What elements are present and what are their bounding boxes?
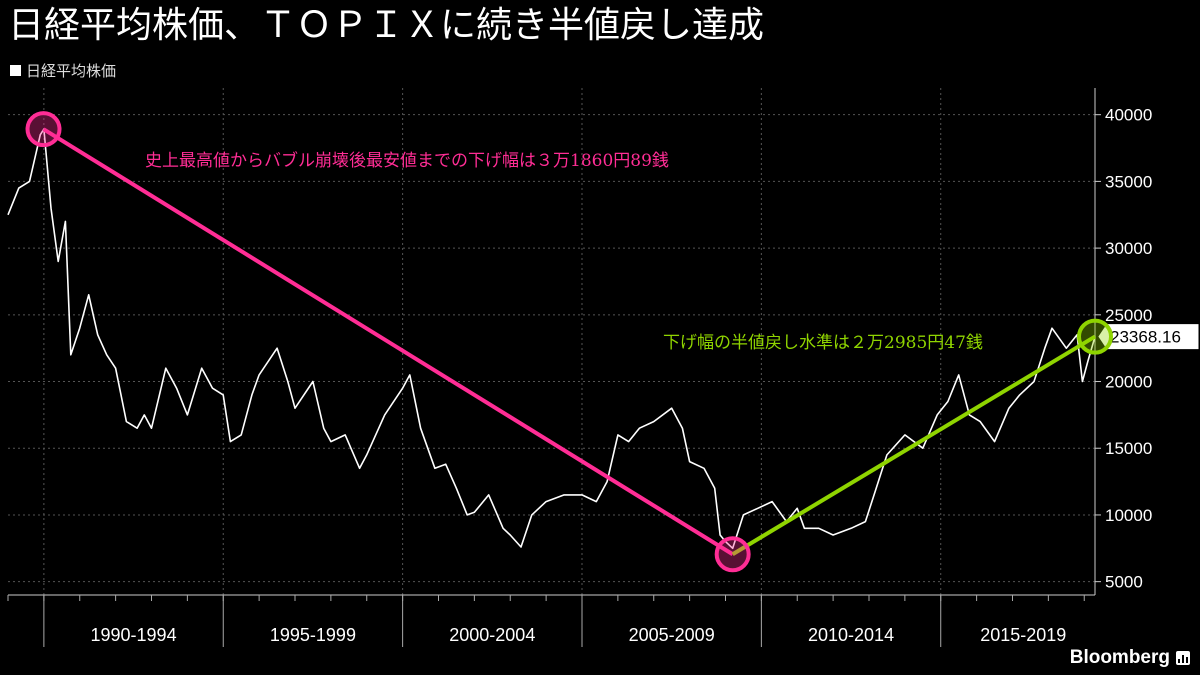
rebound-annotation: 下げ幅の半値戻し水準は２万2985円47銭	[663, 333, 983, 353]
y-tick-label: 15000	[1105, 439, 1152, 458]
half-retracement-marker	[1077, 318, 1113, 355]
grid	[8, 88, 1095, 595]
decline-trendline	[42, 127, 734, 556]
x-period-label: 1990-1994	[91, 625, 177, 645]
y-tick-label: 40000	[1105, 106, 1152, 125]
series-line-nikkei	[7, 128, 1096, 550]
decline-annotation: 史上最高値からバブル崩壊後最安値までの下げ幅は３万1860円89銭	[145, 150, 669, 171]
x-period-label: 2015-2019	[980, 625, 1066, 645]
y-axis: 5000 10000 15000 20000 25000 30000 35000 40000 2…	[1094, 88, 1199, 595]
x-axis: 1990-1994 1995-1999 2000-2004 2005-2009 2010…	[7, 594, 1095, 647]
y-tick-label: 20000	[1105, 373, 1152, 392]
x-period-label: 1995-1999	[270, 625, 356, 645]
y-tick-label: 35000	[1105, 172, 1152, 191]
rebound-trendline	[731, 334, 1097, 556]
markers	[25, 111, 1113, 573]
legend: 日経平均株価	[10, 60, 116, 81]
last-value-label: 23368.16	[1110, 328, 1181, 347]
series-lines	[7, 127, 1097, 556]
bloomberg-terminal-icon	[1176, 651, 1190, 665]
x-period-label: 2010-2014	[808, 625, 894, 645]
y-tick-label: 30000	[1105, 239, 1152, 258]
y-tick-label: 25000	[1105, 306, 1152, 325]
bloomberg-logo: Bloomberg	[1070, 647, 1190, 669]
peak-marker	[25, 111, 62, 148]
trough-marker	[714, 536, 751, 573]
legend-label: 日経平均株価	[26, 62, 117, 80]
legend-swatch	[10, 65, 21, 76]
x-period-label: 2005-2009	[629, 625, 715, 645]
brand-name: Bloomberg	[1069, 647, 1170, 668]
chart-title: 日経平均株価、ＴＯＰＩＸに続き半値戻し達成	[8, 5, 765, 46]
x-period-label: 2000-2004	[449, 625, 535, 645]
y-tick-label: 10000	[1105, 506, 1152, 525]
annotation-labels: 史上最高値からバブル崩壊後最安値までの下げ幅は３万1860円89銭下げ幅の半値戻…	[145, 150, 983, 353]
y-tick-label: 5000	[1105, 573, 1143, 592]
